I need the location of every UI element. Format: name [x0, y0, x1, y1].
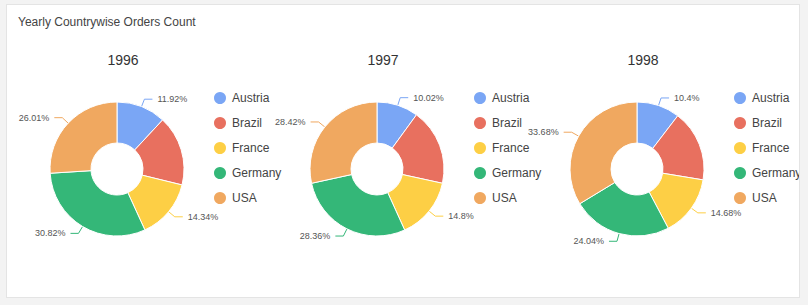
svg-text:1998: 1998 — [627, 52, 658, 68]
svg-text:1997: 1997 — [367, 52, 398, 68]
svg-text:14.8%: 14.8% — [448, 211, 474, 221]
svg-text:USA: USA — [492, 191, 517, 205]
svg-text:14.34%: 14.34% — [188, 212, 219, 222]
svg-text:Germany: Germany — [492, 166, 541, 180]
svg-text:24.04%: 24.04% — [573, 236, 604, 246]
svg-text:10.4%: 10.4% — [674, 93, 700, 103]
svg-text:Germany: Germany — [232, 166, 281, 180]
svg-text:Brazil: Brazil — [232, 116, 262, 130]
svg-text:26.01%: 26.01% — [19, 113, 50, 123]
svg-text:Brazil: Brazil — [492, 116, 522, 130]
svg-text:Brazil: Brazil — [752, 116, 782, 130]
svg-text:Yearly Countrywise Orders Coun: Yearly Countrywise Orders Count — [18, 15, 196, 29]
svg-text:28.36%: 28.36% — [300, 231, 331, 241]
svg-text:Germany: Germany — [752, 166, 799, 180]
svg-text:33.68%: 33.68% — [528, 127, 559, 137]
svg-text:11.92%: 11.92% — [157, 94, 187, 104]
svg-text:Austria: Austria — [492, 91, 530, 105]
svg-text:USA: USA — [232, 191, 257, 205]
svg-text:Austria: Austria — [232, 91, 270, 105]
svg-text:France: France — [492, 141, 530, 155]
svg-text:1996: 1996 — [107, 52, 138, 68]
svg-text:30.82%: 30.82% — [35, 228, 66, 238]
svg-text:28.42%: 28.42% — [275, 117, 306, 127]
svg-text:France: France — [752, 141, 790, 155]
svg-text:Austria: Austria — [752, 91, 790, 105]
svg-text:10.02%: 10.02% — [413, 93, 444, 103]
svg-text:USA: USA — [752, 191, 777, 205]
svg-text:France: France — [232, 141, 270, 155]
svg-text:14.68%: 14.68% — [711, 208, 742, 218]
